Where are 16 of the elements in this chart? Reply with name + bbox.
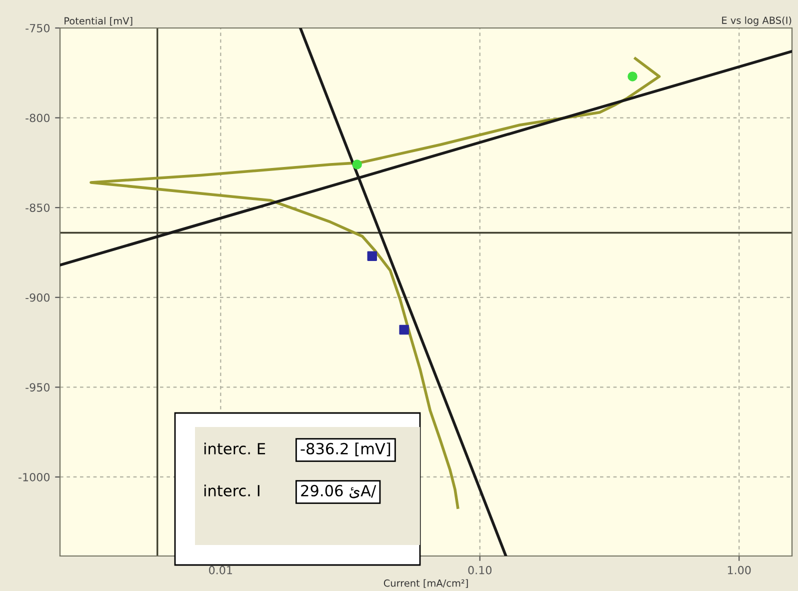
x-tick-label: 0.10 (468, 566, 492, 574)
x-tick-label: 1.00 (728, 566, 751, 574)
annotation: 29.06 ئA/ (301, 484, 376, 498)
x-axis-title: Current [mA/cm²] (384, 579, 468, 588)
chart-title: E vs log ABS(I) (722, 16, 792, 26)
y-tick-label: -950 (26, 383, 50, 392)
annotation: -836.2 [mV] (300, 442, 390, 456)
y-tick-label: -900 (26, 293, 50, 302)
annotation: interc. E (204, 442, 266, 454)
y-tick-label: -850 (26, 204, 50, 212)
x-tick-label: 0.01 (209, 566, 232, 574)
y-tick-label: -750 (26, 24, 50, 32)
y-axis-title: Potential [mV] (64, 17, 132, 26)
y-tick-label: -1000 (18, 472, 50, 482)
annotation: interc. I (204, 484, 260, 496)
y-tick-label: -800 (26, 114, 50, 122)
